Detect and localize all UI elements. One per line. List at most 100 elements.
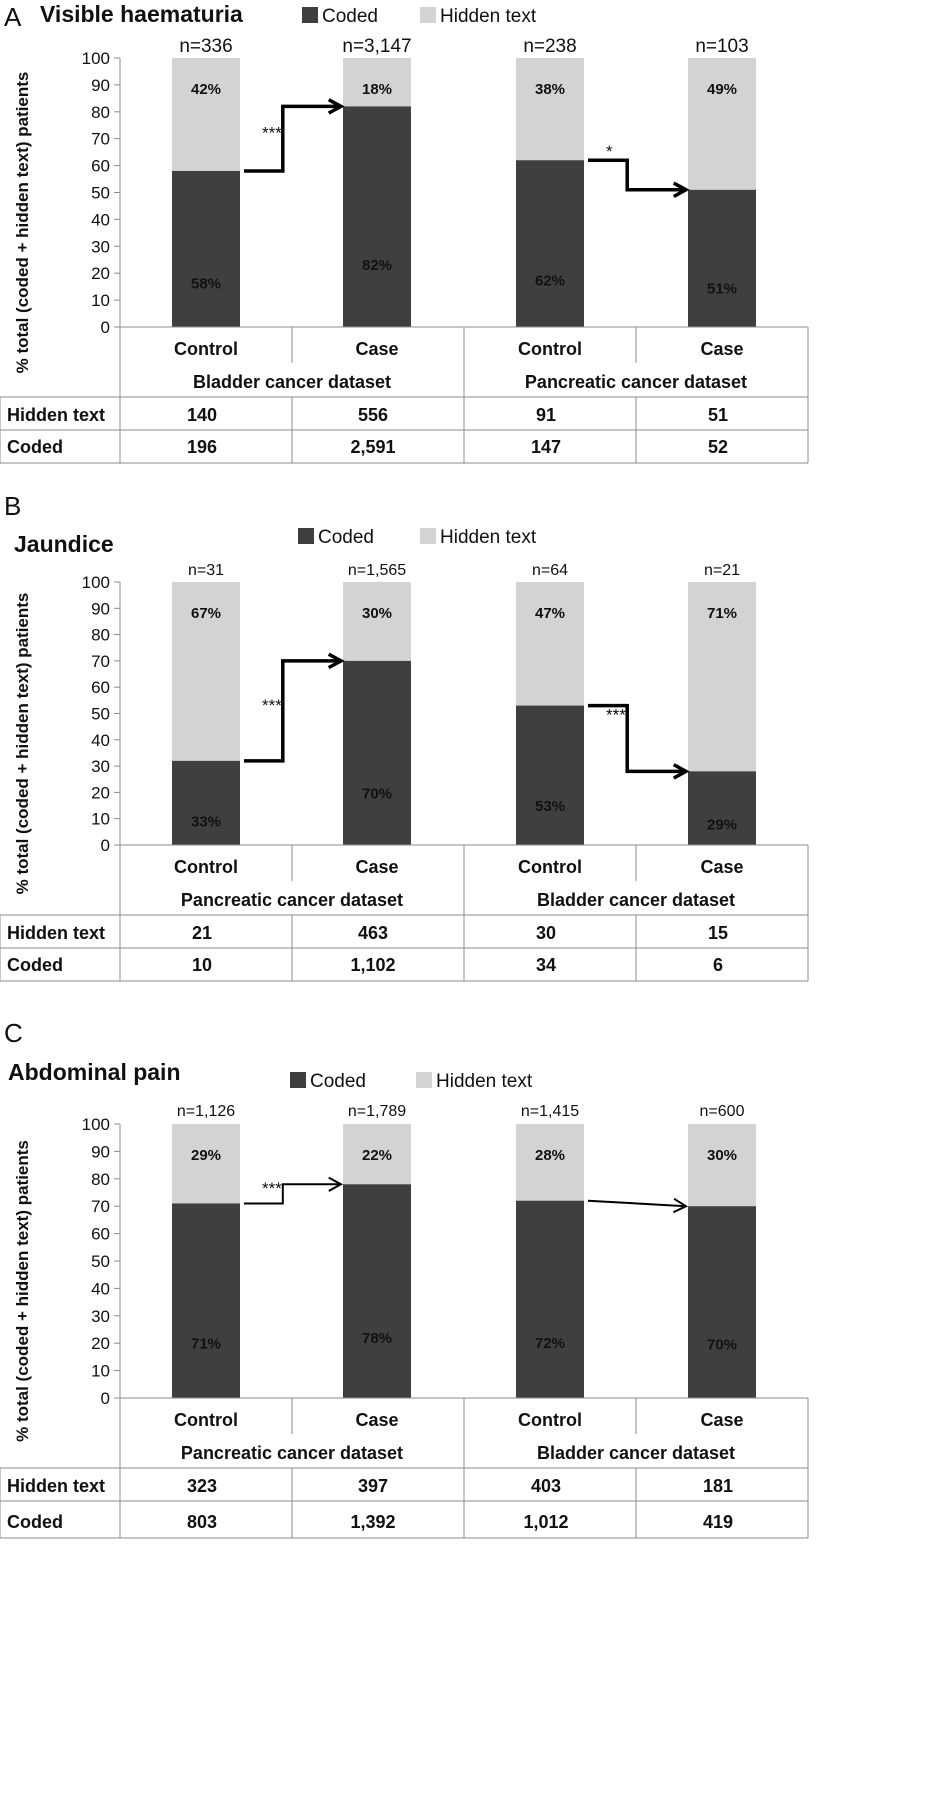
table-cell: 10 — [192, 955, 212, 975]
bar-hidden-text — [688, 1124, 756, 1207]
y-tick-label: 20 — [91, 264, 110, 283]
n-label: n=64 — [532, 562, 568, 579]
y-tick-label: 60 — [91, 1225, 110, 1244]
significance-label: * — [606, 142, 613, 161]
significance-label: *** — [262, 124, 282, 143]
change-arrow-line — [588, 703, 686, 774]
y-axis-label: % total (coded + hidden text) patients — [13, 72, 32, 374]
x-category-label: Control — [518, 339, 582, 359]
data-label-coded: 78% — [362, 1330, 392, 1347]
n-label: n=31 — [188, 562, 224, 579]
table-cell: 1,012 — [523, 1512, 568, 1532]
panel-title: Jaundice — [14, 531, 114, 557]
change-arrow-line — [588, 158, 686, 192]
table-cell: 51 — [708, 405, 728, 425]
n-label: n=103 — [695, 36, 748, 57]
y-tick-label: 40 — [91, 210, 110, 229]
y-tick-label: 80 — [91, 1170, 110, 1189]
bar-coded — [343, 660, 411, 845]
group-label: Bladder cancer dataset — [537, 890, 735, 910]
bar-hidden-text — [516, 58, 584, 161]
change-arrow-line — [244, 1183, 341, 1205]
change-arrow-line — [244, 104, 341, 173]
data-label-coded: 29% — [707, 816, 737, 833]
bar-coded — [688, 189, 756, 327]
y-tick-label: 0 — [101, 318, 110, 337]
x-category-label: Case — [700, 1410, 743, 1430]
legend: Coded Hidden text — [302, 6, 537, 27]
y-tick-label: 70 — [91, 652, 110, 671]
change-arrow-line — [244, 659, 341, 763]
n-label: n=600 — [700, 1103, 745, 1120]
significance-label: *** — [262, 696, 282, 715]
legend-label: Hidden text — [440, 527, 537, 548]
y-tick-label: 90 — [91, 76, 110, 95]
data-label-hidden: 22% — [362, 1147, 392, 1164]
legend-label: Hidden text — [436, 1071, 533, 1092]
table-cell: 556 — [358, 405, 388, 425]
group-label: Bladder cancer dataset — [193, 372, 391, 392]
data-label-hidden: 49% — [707, 81, 737, 98]
data-label-coded: 51% — [707, 281, 737, 298]
table-row-label: Hidden text — [7, 923, 105, 943]
x-category-label: Control — [174, 857, 238, 877]
table-row-label: Coded — [7, 1512, 63, 1532]
n-label: n=1,789 — [348, 1103, 406, 1120]
panel-letter: C — [4, 1018, 23, 1048]
group-label: Bladder cancer dataset — [537, 1443, 735, 1463]
bar-hidden-text — [343, 1124, 411, 1185]
bar-coded — [516, 160, 584, 327]
bar-coded — [343, 106, 411, 327]
significance-label: *** — [262, 1179, 282, 1198]
y-tick-label: 20 — [91, 1334, 110, 1353]
y-axis-label: % total (coded + hidden text) patients — [13, 593, 32, 895]
table-cell: 803 — [187, 1512, 217, 1532]
bar-coded — [172, 1203, 240, 1398]
legend: Coded Hidden text — [298, 527, 537, 548]
bar-coded — [172, 170, 240, 327]
x-category-label: Control — [174, 339, 238, 359]
data-label-coded: 70% — [707, 1336, 737, 1353]
y-axis-label: % total (coded + hidden text) patients — [13, 1140, 32, 1442]
table-cell: 419 — [703, 1512, 733, 1532]
x-category-label: Case — [355, 339, 398, 359]
n-label: n=1,126 — [177, 1103, 235, 1120]
panel-a: A Visible haematuria Coded Hidden text % tot… — [0, 1, 809, 464]
bar-coded — [688, 771, 756, 845]
table-row-label: Coded — [7, 437, 63, 457]
y-tick-label: 100 — [82, 1115, 110, 1134]
n-label: n=3,147 — [342, 36, 411, 57]
table-cell: 397 — [358, 1476, 388, 1496]
bar-hidden-text — [343, 58, 411, 107]
x-category-label: Case — [700, 857, 743, 877]
table-cell: 34 — [536, 955, 556, 975]
x-category-label: Control — [174, 1410, 238, 1430]
group-label: Pancreatic cancer dataset — [525, 372, 747, 392]
data-label-coded: 62% — [535, 272, 565, 289]
data-label-hidden: 38% — [535, 81, 565, 98]
table-row-label: Coded — [7, 955, 63, 975]
data-label-coded: 82% — [362, 257, 392, 274]
legend-label: Coded — [310, 1071, 366, 1092]
bar-coded — [516, 705, 584, 845]
change-arrowhead — [672, 1197, 689, 1214]
y-tick-label: 10 — [91, 291, 110, 310]
change-arrowhead — [327, 98, 345, 115]
table-cell: 52 — [708, 437, 728, 457]
data-label-hidden: 29% — [191, 1147, 221, 1164]
bar-coded — [688, 1206, 756, 1398]
panel-c: C Abdominal pain Coded Hidden text % total (… — [0, 1018, 809, 1539]
table-row-label: Hidden text — [7, 405, 105, 425]
n-label: n=1,565 — [348, 562, 406, 579]
bar-coded — [172, 760, 240, 845]
bar-coded — [343, 1184, 411, 1398]
y-tick-label: 50 — [91, 184, 110, 203]
significance-label: *** — [606, 705, 626, 724]
x-category-label: Case — [355, 857, 398, 877]
y-tick-label: 90 — [91, 599, 110, 618]
n-label: n=238 — [523, 36, 576, 57]
n-label: n=21 — [704, 562, 740, 579]
table-cell: 15 — [708, 923, 728, 943]
data-label-coded: 72% — [535, 1335, 565, 1352]
legend-swatch-coded — [298, 528, 314, 544]
